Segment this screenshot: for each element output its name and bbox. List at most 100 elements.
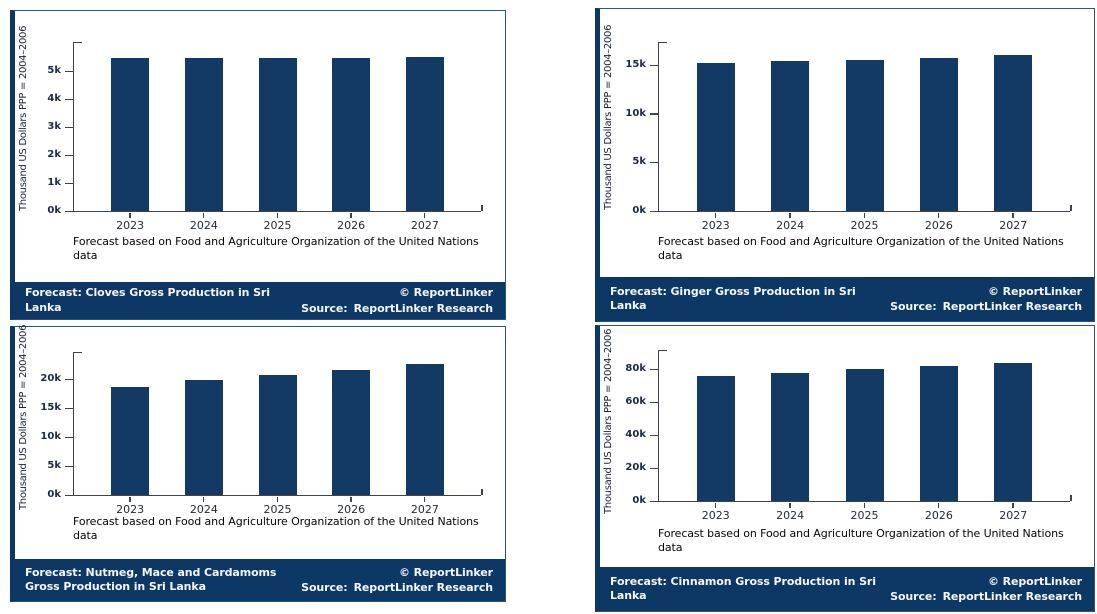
y-tick-label: 2k <box>47 149 61 161</box>
x-tick-mark <box>789 213 791 218</box>
x-tick-label: 2027 <box>410 503 439 516</box>
chart-title: Forecast: Cinnamon Gross Production in S… <box>610 574 876 602</box>
y-tick-mark <box>65 154 73 157</box>
chart-footer: Forecast: Cinnamon Gross Production in S… <box>600 567 1094 611</box>
y-tick-label: 3k <box>47 121 61 132</box>
chart-caption: Forecast based on Food and Agriculture O… <box>658 527 1064 555</box>
x-tick-label: 2025 <box>263 219 292 232</box>
y-tick-mark <box>65 407 73 410</box>
y-axis-label: Thousand US Dollars PPP = 2004–2006 <box>603 328 614 514</box>
chart-area: Thousand US Dollars PPP = 2004–2006 0k 5k… <box>600 9 1094 277</box>
bar-2025 <box>845 369 884 501</box>
x-tick-label: 2024 <box>776 219 805 232</box>
bar-2025 <box>258 57 297 211</box>
x-tick-label: 2026 <box>337 219 366 232</box>
bar-2026 <box>919 57 958 211</box>
plot-area: 0k 1k 2k 3k 4k 5k 2023 2024 2025 2026 2027 <box>47 41 483 232</box>
branding-block: © ReportLinker Source: ReportLinker Resea… <box>890 574 1082 605</box>
branding-block: © ReportLinker Source: ReportLinker Resea… <box>301 285 493 316</box>
plot-area: 0k 5k 10k 15k 2023 2024 2025 2026 2027 <box>625 41 1072 232</box>
x-tick-mark <box>937 503 940 508</box>
chart-footer: Forecast: Cloves Gross Production in Sri… <box>15 282 505 319</box>
y-tick-label: 20k <box>40 373 61 385</box>
y-tick-label: 60k <box>625 396 646 408</box>
y-tick-label: 0k <box>632 495 646 506</box>
bar-2026 <box>332 57 371 211</box>
y-tick-label: 15k <box>625 59 646 71</box>
y-tick-label: 0k <box>632 205 646 216</box>
source-line: Source: ReportLinker Research <box>890 299 1082 314</box>
x-tick-mark <box>129 213 131 218</box>
chart-area: Thousand US Dollars PPP = 2004–2006 0k 20… <box>600 326 1094 567</box>
y-tick-label: 40k <box>625 429 646 441</box>
y-tick-label: 5k <box>47 65 61 76</box>
source-label: Source: <box>890 300 937 313</box>
source-line: Source: ReportLinker Research <box>301 580 493 595</box>
x-tick-mark <box>350 497 352 502</box>
x-tick-label: 2026 <box>924 509 953 522</box>
x-tick-label: 2023 <box>116 219 145 232</box>
y-tick-mark <box>65 182 73 185</box>
x-tick-label: 2023 <box>116 503 145 516</box>
y-tick-label: 1k <box>47 177 61 189</box>
source-value: ReportLinker Research <box>353 581 494 594</box>
chart-title: Forecast: Cloves Gross Production in Sri… <box>25 286 270 314</box>
x-tick-mark <box>1012 503 1014 508</box>
x-tick-label: 2027 <box>999 509 1028 522</box>
x-tick-label: 2027 <box>999 219 1028 232</box>
bar-2024 <box>771 61 810 211</box>
x-tick-mark <box>714 503 717 508</box>
y-tick-label: 0k <box>47 205 61 216</box>
chart-panel-cinnamon: Thousand US Dollars PPP = 2004–2006 0k 20… <box>595 325 1095 612</box>
chart-footer: Forecast: Nutmeg, Mace and Cardamoms Gro… <box>15 559 505 601</box>
y-tick-mark <box>650 210 658 212</box>
source-value: ReportLinker Research <box>942 300 1083 313</box>
bar-2023 <box>111 386 150 495</box>
source-label: Source: <box>301 301 348 315</box>
chart-caption: Forecast based on Food and Agriculture O… <box>73 515 479 543</box>
source-label: Source: <box>301 581 348 594</box>
chart-footer: Forecast: Ginger Gross Production in Sri… <box>600 277 1094 321</box>
y-axis-label: Thousand US Dollars PPP = 2004–2006 <box>603 24 614 211</box>
x-tick-mark <box>863 213 865 218</box>
y-tick-mark <box>65 70 73 72</box>
y-tick-mark <box>65 436 73 439</box>
bar-2027 <box>405 57 444 211</box>
y-tick-mark <box>65 378 73 381</box>
y-tick-mark <box>650 113 658 115</box>
bar-2024 <box>771 372 810 501</box>
branding-block: © ReportLinker Source: ReportLinker Resea… <box>301 565 493 596</box>
y-axis-label: Thousand US Dollars PPP = 2004–2006 <box>18 25 29 212</box>
source-line: Source: ReportLinker Research <box>301 301 493 316</box>
chart-title: Forecast: Ginger Gross Production in Sri… <box>610 284 856 312</box>
copyright-text: © ReportLinker <box>399 286 493 300</box>
source-value: ReportLinker Research <box>942 590 1083 603</box>
y-tick-mark <box>650 434 658 437</box>
x-tick-label: 2025 <box>263 503 292 516</box>
chart-caption: Forecast based on Food and Agriculture O… <box>658 235 1064 263</box>
x-tick-mark <box>129 497 131 502</box>
y-tick-label: 15k <box>40 402 61 414</box>
x-tick-label: 2025 <box>850 509 879 522</box>
branding-block: © ReportLinker Source: ReportLinker Resea… <box>890 284 1082 315</box>
x-tick-mark <box>863 503 865 508</box>
x-tick-mark <box>423 497 426 502</box>
y-tick-label: 10k <box>625 107 646 119</box>
y-tick-label: 5k <box>632 156 646 168</box>
chart-title: Forecast: Nutmeg, Mace and Cardamoms Gro… <box>25 565 277 593</box>
x-tick-label: 2024 <box>189 503 218 516</box>
copyright-text: © ReportLinker <box>988 574 1082 588</box>
chart-panel-ginger: Thousand US Dollars PPP = 2004–2006 0k 5k… <box>595 8 1095 322</box>
bar-2026 <box>919 366 958 501</box>
chart-area: Thousand US Dollars PPP = 2004–2006 0k 1k… <box>15 11 505 282</box>
y-tick-mark <box>65 465 73 468</box>
bar-2027 <box>994 54 1033 211</box>
y-tick-mark <box>65 210 73 212</box>
x-tick-mark <box>937 213 940 218</box>
x-tick-mark <box>1012 213 1014 218</box>
x-tick-label: 2024 <box>776 509 805 522</box>
source-line: Source: ReportLinker Research <box>890 589 1082 604</box>
chart-panel-nutmeg-mace-cardamoms: Thousand US Dollars PPP = 2004–2006 0k 5k… <box>10 325 506 602</box>
y-tick-mark <box>650 368 658 371</box>
